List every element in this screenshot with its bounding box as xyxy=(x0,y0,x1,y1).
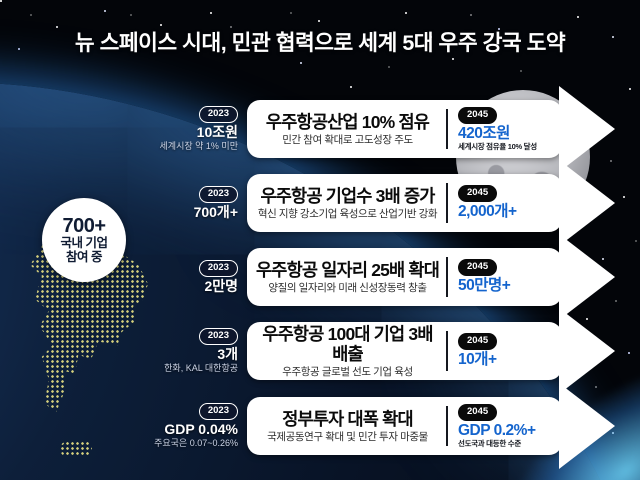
divider xyxy=(446,109,448,149)
current-stat: 2023 3개 한화, KAL 대한항공 xyxy=(0,322,247,380)
year-2023-badge: 2023 xyxy=(198,328,238,346)
goal-pill: 정부투자 대폭 확대 국제공동연구 확대 및 민간 투자 마중물 2045 GD… xyxy=(247,397,562,455)
participation-circle: 700+ 국내 기업 참여 중 xyxy=(42,198,126,282)
stat-row-government-investment: 2023 GDP 0.04% 주요국은 0.07~0.26% 정부투자 대폭 확… xyxy=(0,383,615,469)
target-value: 2,000개+ xyxy=(458,203,517,220)
page-title: 뉴 스페이스 시대, 민관 협력으로 세계 5대 우주 강국 도약 xyxy=(74,31,566,55)
stat-row-top100: 2023 3개 한화, KAL 대한항공 우주항공 100대 기업 3배 배출 … xyxy=(0,308,615,394)
year-2045-badge: 2045 xyxy=(458,259,498,276)
target-value: 420조원 xyxy=(458,124,510,142)
year-2023-badge: 2023 xyxy=(198,106,238,124)
target-stat: 2045 10개+ xyxy=(458,333,552,369)
goal-title: 우주항공산업 10% 점유 xyxy=(265,112,430,133)
goal-pill: 우주항공 일자리 25배 확대 양질의 일자리와 미래 신성장동력 창출 204… xyxy=(247,248,562,306)
target-note: 세계시장 점유율 10% 달성 xyxy=(458,141,537,151)
participation-label-2: 참여 중 xyxy=(66,250,102,264)
target-stat: 2045 420조원 세계시장 점유율 10% 달성 xyxy=(458,106,552,151)
current-stat: 2023 GDP 0.04% 주요국은 0.07~0.26% xyxy=(0,397,247,455)
goal-text: 우주항공 기업수 3배 증가 혁신 지향 강소기업 육성으로 산업기반 강화 xyxy=(253,186,442,219)
goal-subtitle: 우주항공 글로벌 선도 기업 육성 xyxy=(282,365,413,378)
arrow-right-icon xyxy=(559,234,615,320)
year-2045-badge: 2045 xyxy=(458,106,498,124)
year-2045-badge: 2045 xyxy=(458,403,498,421)
participation-label-1: 국내 기업 xyxy=(60,236,108,251)
divider xyxy=(446,406,448,446)
goal-text: 정부투자 대폭 확대 국제공동연구 확대 및 민간 투자 마중물 xyxy=(253,409,442,442)
year-2023-badge: 2023 xyxy=(198,403,238,421)
goal-pill: 우주항공산업 10% 점유 민간 참여 확대로 고도성장 주도 2045 420… xyxy=(247,100,562,158)
target-stat: 2045 GDP 0.2%+ 선도국과 대등한 수준 xyxy=(458,403,552,448)
goal-text: 우주항공 일자리 25배 확대 양질의 일자리와 미래 신성장동력 창출 xyxy=(253,260,442,293)
current-stat: 2023 10조원 세계시장 약 1% 미만 xyxy=(0,100,247,158)
goal-pill: 우주항공 기업수 3배 증가 혁신 지향 강소기업 육성으로 산업기반 강화 2… xyxy=(247,174,562,232)
goal-pill: 우주항공 100대 기업 3배 배출 우주항공 글로벌 선도 기업 육성 204… xyxy=(247,322,562,380)
participation-count: 700+ xyxy=(62,215,106,238)
goal-text: 우주항공산업 10% 점유 민간 참여 확대로 고도성장 주도 xyxy=(253,112,442,145)
goal-title: 정부투자 대폭 확대 xyxy=(282,409,413,430)
target-stat: 2045 2,000개+ xyxy=(458,185,552,221)
current-value: GDP 0.04% xyxy=(164,421,238,438)
goal-title: 우주항공 100대 기업 3배 배출 xyxy=(262,324,433,365)
goal-text: 우주항공 100대 기업 3배 배출 우주항공 글로벌 선도 기업 육성 xyxy=(253,324,442,377)
star-field-dim xyxy=(0,0,2,2)
goal-subtitle: 혁신 지향 강소기업 육성으로 산업기반 강화 xyxy=(257,207,438,220)
current-value: 3개 xyxy=(217,346,238,363)
target-value: 50만명+ xyxy=(458,277,511,294)
target-note: 선도국과 대등한 수준 xyxy=(458,438,521,448)
year-2045-badge: 2045 xyxy=(458,185,498,202)
current-note: 주요국은 0.07~0.26% xyxy=(154,437,238,448)
current-value: 700개+ xyxy=(193,203,238,220)
goal-subtitle: 국제공동연구 확대 및 민간 투자 마중물 xyxy=(267,430,428,443)
divider xyxy=(446,331,448,371)
year-2045-badge: 2045 xyxy=(458,333,498,350)
current-stat: 2023 2만명 xyxy=(0,248,247,306)
year-2023-badge: 2023 xyxy=(198,259,238,277)
divider xyxy=(446,257,448,297)
arrow-right-icon xyxy=(559,308,615,394)
goal-subtitle: 민간 참여 확대로 고도성장 주도 xyxy=(282,133,413,146)
stat-row-industry-share: 2023 10조원 세계시장 약 1% 미만 우주항공산업 10% 점유 민간 … xyxy=(0,86,615,172)
current-value: 2만명 xyxy=(204,277,238,294)
current-note: 한화, KAL 대한항공 xyxy=(164,362,238,373)
target-value: GDP 0.2%+ xyxy=(458,421,536,439)
year-2023-badge: 2023 xyxy=(198,185,238,203)
current-value: 10조원 xyxy=(196,124,238,141)
jeju-island-dots-icon xyxy=(60,441,92,457)
divider xyxy=(446,183,448,223)
target-stat: 2045 50만명+ xyxy=(458,259,552,295)
current-stat: 2023 700개+ xyxy=(0,174,247,232)
current-note: 세계시장 약 1% 미만 xyxy=(159,140,238,151)
goal-title: 우주항공 기업수 3배 증가 xyxy=(260,186,435,207)
stat-row-companies: 2023 700개+ 우주항공 기업수 3배 증가 혁신 지향 강소기업 육성으… xyxy=(0,160,615,246)
star-field xyxy=(0,0,2,2)
goal-subtitle: 양질의 일자리와 미래 신성장동력 창출 xyxy=(268,281,427,294)
target-value: 10개+ xyxy=(458,351,497,368)
stat-row-jobs: 2023 2만명 우주항공 일자리 25배 확대 양질의 일자리와 미래 신성장… xyxy=(0,234,615,320)
goal-title: 우주항공 일자리 25배 확대 xyxy=(255,260,440,281)
